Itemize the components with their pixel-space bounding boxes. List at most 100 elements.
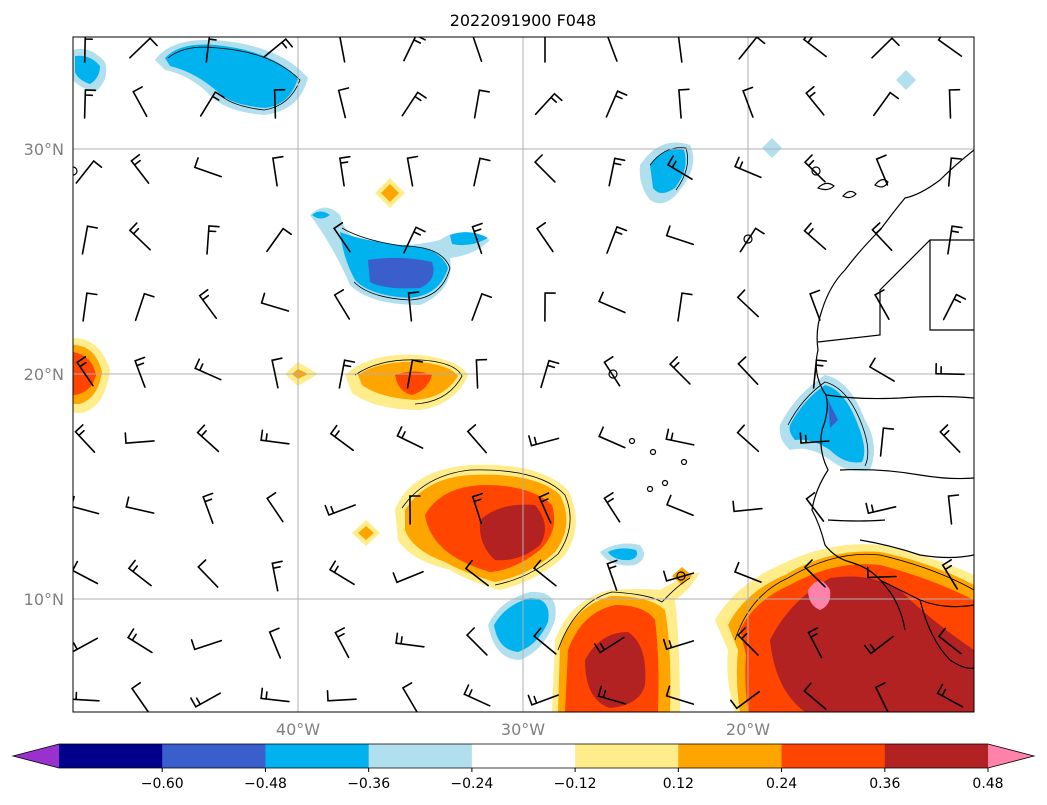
wind-barb bbox=[534, 92, 563, 116]
wind-barb bbox=[732, 500, 763, 513]
wind-barb bbox=[463, 684, 491, 707]
wind-barb bbox=[73, 560, 99, 585]
wind-barb bbox=[471, 292, 492, 321]
wind-barb bbox=[864, 635, 894, 655]
wind-barb bbox=[473, 157, 491, 187]
colorbar: −0.60 −0.48 −0.36 −0.24 −0.12 0.12 0.24 0.36 0.4… bbox=[11, 743, 1036, 792]
colorbar-segment bbox=[781, 744, 886, 768]
wind-barb bbox=[263, 37, 293, 58]
wind-barb bbox=[803, 682, 827, 710]
figure-title: 2022091900 F048 bbox=[450, 11, 597, 30]
wind-barb bbox=[606, 559, 618, 591]
wind-barb bbox=[401, 682, 418, 712]
wind-barb bbox=[126, 628, 153, 654]
wind-barb bbox=[124, 432, 155, 444]
wind-barb bbox=[544, 37, 546, 63]
longitude-labels: 40°W 30°W 20°W bbox=[276, 720, 770, 739]
colorbar-outline bbox=[11, 743, 1036, 769]
wind-barb bbox=[799, 432, 830, 444]
wind-barb bbox=[677, 37, 683, 63]
wind-barb bbox=[464, 559, 489, 587]
wind-barb bbox=[533, 154, 556, 183]
wind-barb bbox=[134, 292, 155, 322]
wind-barb bbox=[407, 291, 420, 322]
wind-barb bbox=[132, 86, 148, 118]
wind-barb bbox=[873, 91, 900, 117]
wind-barb bbox=[736, 289, 759, 318]
wind-barb bbox=[471, 492, 483, 525]
wind-barb bbox=[324, 504, 356, 517]
wind-barb bbox=[527, 694, 559, 706]
wind-barb bbox=[75, 159, 103, 184]
wind-barb bbox=[338, 155, 351, 187]
wind-barb bbox=[598, 291, 626, 314]
wind-barb bbox=[597, 685, 627, 705]
colorbar-extend-max bbox=[988, 744, 1034, 768]
lon-label-20w: 20°W bbox=[726, 720, 770, 739]
wind-barb bbox=[739, 227, 765, 253]
wind-barb bbox=[678, 88, 690, 119]
wind-barb bbox=[198, 289, 218, 320]
colorbar-segment bbox=[368, 744, 473, 768]
wind-barb bbox=[802, 37, 827, 58]
wind-barb bbox=[803, 222, 827, 250]
wind-barb bbox=[197, 559, 219, 588]
wind-barb bbox=[665, 494, 694, 517]
wind-barb bbox=[803, 559, 826, 588]
wind-barb bbox=[392, 570, 424, 584]
wind-barb bbox=[533, 627, 557, 655]
colorbar-segment bbox=[471, 744, 576, 768]
wind-barb bbox=[271, 357, 283, 389]
wind-barb bbox=[268, 627, 282, 659]
wind-barb bbox=[271, 155, 284, 187]
wind-barb bbox=[666, 155, 693, 180]
wind-barb bbox=[260, 429, 290, 445]
wind-barb bbox=[812, 359, 828, 389]
wind-barb bbox=[937, 37, 963, 57]
colorbar-segment bbox=[162, 744, 266, 768]
wind-barb bbox=[190, 639, 223, 651]
wind-barb bbox=[273, 88, 286, 119]
wind-barb bbox=[736, 424, 760, 453]
wind-barb bbox=[871, 37, 900, 59]
wind-barb bbox=[74, 424, 96, 453]
wind-barb bbox=[472, 37, 483, 62]
latitude-labels: 30°N 20°N 10°N bbox=[24, 140, 64, 609]
wind-barb bbox=[196, 424, 220, 453]
wind-barb bbox=[130, 682, 149, 712]
wind-barb bbox=[328, 560, 355, 586]
wind-barb bbox=[730, 690, 760, 710]
colorbar-segment bbox=[265, 744, 370, 768]
wind-barb bbox=[528, 435, 560, 447]
wind-barb bbox=[939, 424, 961, 453]
lat-label-30n: 30°N bbox=[24, 140, 64, 159]
wind-barb bbox=[868, 357, 895, 382]
wind-barb bbox=[190, 692, 221, 708]
wind-barb bbox=[803, 154, 826, 183]
colorbar-tick-label: −0.48 bbox=[244, 776, 287, 792]
wind-barb bbox=[947, 225, 963, 255]
wind-barb bbox=[538, 492, 552, 524]
wind-barb bbox=[194, 358, 222, 381]
wind-barb bbox=[260, 687, 290, 703]
wind-barb bbox=[941, 559, 959, 590]
wind-barb bbox=[406, 359, 424, 389]
wind-barb bbox=[662, 638, 695, 651]
wind-barb bbox=[935, 362, 965, 376]
wind-barb bbox=[403, 37, 426, 62]
wind-barb bbox=[866, 566, 897, 579]
colorbar-tick-label: 0.24 bbox=[766, 776, 797, 792]
wind-barb bbox=[81, 225, 99, 255]
wind-barb bbox=[206, 225, 220, 255]
wind-barb bbox=[737, 356, 759, 385]
wind-barb bbox=[809, 289, 821, 321]
wind-barb bbox=[401, 91, 427, 117]
wind-barb bbox=[594, 636, 625, 654]
wind-barb bbox=[332, 222, 351, 253]
wind-barb bbox=[663, 570, 695, 582]
wind-barb bbox=[665, 428, 695, 446]
map-panel bbox=[73, 37, 974, 712]
wind-barb bbox=[266, 227, 292, 253]
wind-barb bbox=[329, 424, 354, 452]
